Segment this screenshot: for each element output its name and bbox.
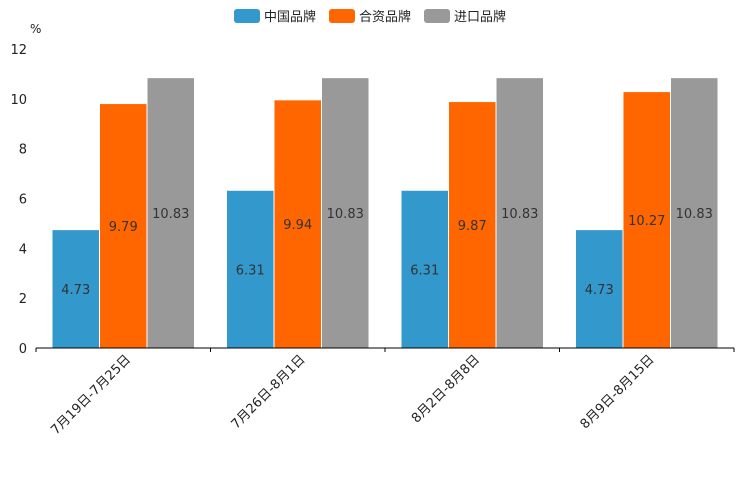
x-tick-label: 7月26日-8月1日 [229,352,309,432]
bar-jv [274,100,321,348]
bars: 4.73 9.79 10.83 6.31 9.94 10.83 6.31 9.87 10.83 4… [52,78,718,349]
bar-value-label: 9.79 [109,220,138,235]
x-tick-label: 8月9日-8月15日 [578,352,658,432]
y-tick-label: 0 [19,342,27,357]
y-tick-label: 2 [19,292,27,307]
x-tick-label: 8月2日-8月8日 [409,352,483,426]
bar-jv [623,92,670,348]
bar-value-label: 10.83 [327,207,364,222]
bar-value-label: 4.73 [585,283,614,298]
legend-swatch [424,9,450,23]
bar-china [576,230,623,348]
legend-label: 中国品牌 [264,9,316,25]
legend: 中国品牌 合资品牌 进口品牌 [234,9,506,25]
legend-label: 合资品牌 [359,9,411,25]
x-axis: 7月19日-7月25日 7月26日-8月1日 8月2日-8月8日 8月9日-8月15日 [35,347,735,438]
legend-swatch [234,9,260,23]
legend-label: 进口品牌 [454,9,506,25]
bar-value-label: 9.87 [458,219,487,234]
y-unit-label: % [30,22,41,36]
y-tick-label: 6 [19,193,27,208]
y-tick-label: 4 [19,242,27,257]
bar-value-label: 6.31 [410,263,439,278]
bar-value-label: 4.73 [61,283,90,298]
bar-china [227,190,274,348]
bar-import [671,78,718,348]
bar-jv [100,104,147,349]
legend-swatch [329,9,355,23]
bar-value-label: 10.27 [628,214,665,229]
bar-import [322,78,369,348]
y-tick-label: 12 [10,43,27,58]
bar-value-label: 10.83 [676,207,713,222]
bar-import [496,78,543,348]
bar-china [401,190,448,348]
bar-value-label: 10.83 [501,207,538,222]
bar-value-label: 6.31 [236,263,265,278]
bar-jv [449,102,496,348]
bar-import [147,78,194,348]
bar-china [52,230,99,348]
y-tick-label: 8 [19,143,27,158]
x-tick-label: 7月19日-7月25日 [48,352,134,438]
bar-value-label: 9.94 [283,218,312,233]
y-tick-label: 10 [10,93,27,108]
y-axis: 0 2 4 6 8 10 12 [10,43,27,357]
bar-value-label: 10.83 [152,207,189,222]
